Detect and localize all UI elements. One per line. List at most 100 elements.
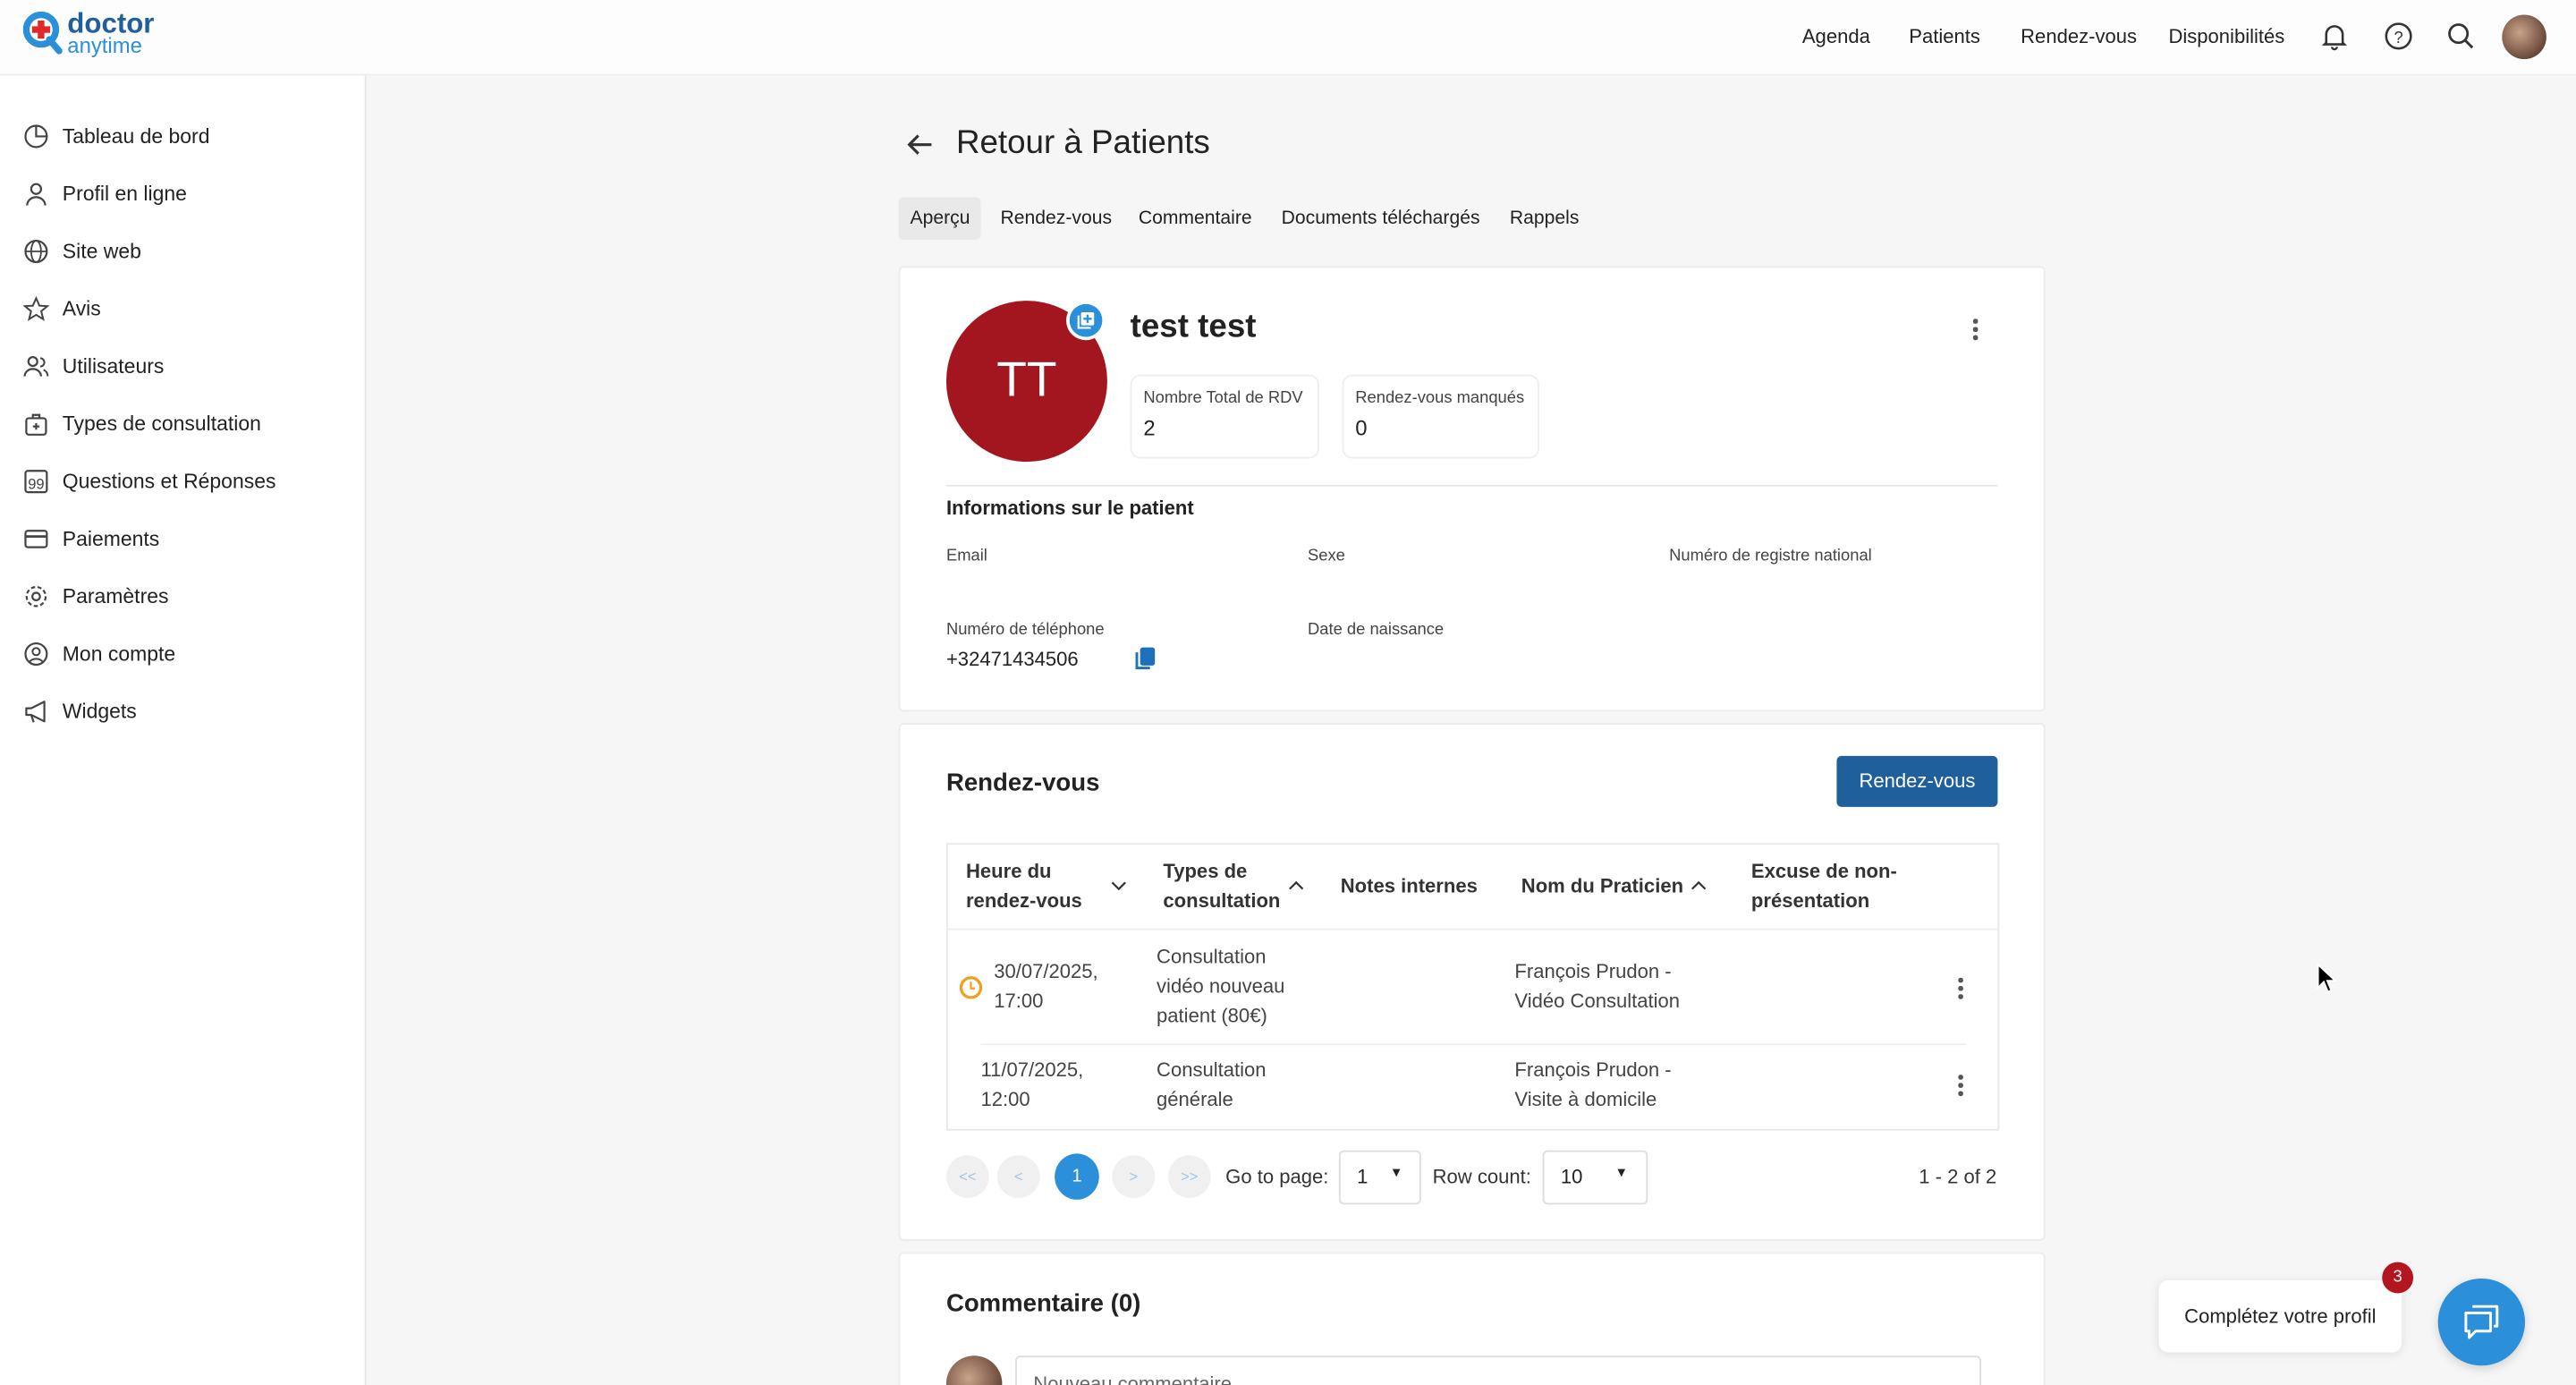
sidebar-item-types-de-consultation[interactable]: Types de consultation	[23, 404, 261, 444]
logo-subtext: anytime	[67, 32, 142, 58]
search-icon[interactable]	[2446, 21, 2476, 51]
stat-missed-rdv: Rendez-vous manqués 0	[1342, 374, 1539, 459]
sidebar-item-mon-compte[interactable]: Mon compte	[23, 634, 175, 674]
sidebar-item-label: Questions et Réponses	[62, 470, 276, 494]
sidebar-item-widgets[interactable]: Widgets	[23, 692, 137, 731]
email-label: Email	[945, 547, 987, 565]
appointment-practitioner: François Prudon - Vidéo Consultation	[1514, 959, 1681, 1013]
sidebar-item-parametres[interactable]: Paramètres	[23, 577, 169, 616]
page-1-button[interactable]: 1	[1055, 1153, 1099, 1200]
sidebar-item-label: Widgets	[62, 700, 137, 724]
col-notes[interactable]: Notes internes	[1340, 874, 1478, 897]
appointment-type: Consultation vidéo nouveau patient (80€)	[1157, 945, 1285, 1027]
appointment-date: 11/07/2025, 12:00	[980, 1058, 1084, 1111]
back-arrow-icon[interactable]	[905, 132, 935, 157]
sort-up-icon[interactable]	[1288, 879, 1304, 893]
caret-down-icon: ▼	[1389, 1165, 1403, 1180]
prev-page-button[interactable]: <	[996, 1155, 1040, 1198]
first-page-button[interactable]: <<	[945, 1155, 989, 1198]
bell-icon[interactable]	[2319, 21, 2349, 51]
sidebar-item-site-web[interactable]: Site web	[23, 232, 141, 271]
sidebar-item-tableau-de-bord[interactable]: Tableau de bord	[23, 116, 210, 156]
next-page-button[interactable]: >	[1112, 1155, 1156, 1198]
tab-apercu[interactable]: Aperçu	[898, 197, 982, 241]
rowcount-select[interactable]: 10 ▼	[1542, 1150, 1648, 1205]
nav-agenda[interactable]: Agenda	[1801, 24, 1870, 48]
dashboard-icon	[24, 124, 48, 149]
user-avatar[interactable]	[2502, 14, 2546, 60]
appointment-date: 30/07/2025, 17:00	[994, 959, 1098, 1013]
last-page-button[interactable]: >>	[1167, 1155, 1211, 1198]
row-menu-button[interactable]	[1958, 1075, 1963, 1100]
commenter-avatar	[945, 1355, 1003, 1385]
col-excuse[interactable]: Excuse de non-présentation	[1750, 859, 1897, 913]
goto-page-select[interactable]: 1 ▼	[1338, 1150, 1421, 1205]
nav-rendez-vous[interactable]: Rendez-vous	[2021, 24, 2138, 48]
nav-patients[interactable]: Patients	[1909, 24, 1980, 48]
svg-text:?: ?	[2394, 28, 2402, 47]
upload-photo-button[interactable]	[1066, 301, 1106, 341]
clock-icon	[959, 976, 983, 999]
pagination-summary: 1 - 2 of 2	[1919, 1165, 1997, 1188]
sidebar-item-paiements[interactable]: Paiements	[23, 519, 160, 558]
complete-profile-button[interactable]: Complétez votre profil	[2158, 1279, 2402, 1353]
appointments-title: Rendez-vous	[945, 769, 1100, 797]
logo-icon	[22, 11, 63, 55]
col-heure[interactable]: Heure du rendez-vous	[965, 859, 1082, 913]
credit-card-icon	[24, 530, 48, 548]
birth-label: Date de naissance	[1308, 621, 1445, 640]
sidebar-item-label: Paiements	[62, 527, 160, 551]
registre-label: Numéro de registre national	[1669, 547, 1872, 565]
phone-value: +32471434506	[945, 647, 1079, 671]
stat-label: Rendez-vous manqués	[1355, 389, 1525, 408]
stat-value: 0	[1355, 415, 1368, 441]
table-row[interactable]: 30/07/2025, 17:00 Consultation vidéo nouve…	[948, 930, 1998, 1046]
sidebar-item-label: Types de consultation	[62, 412, 261, 436]
col-types[interactable]: Types de consultation	[1163, 859, 1281, 913]
tab-documents[interactable]: Documents téléchargés	[1281, 208, 1480, 229]
sidebar-item-label: Utilisateurs	[62, 354, 165, 378]
logo[interactable]: doctor anytime	[22, 10, 154, 66]
sort-down-icon[interactable]	[1111, 879, 1127, 893]
tab-commentaire[interactable]: Commentaire	[1138, 208, 1252, 229]
divider	[945, 484, 1998, 487]
goto-label: Go to page:	[1225, 1165, 1329, 1188]
table-row[interactable]: 11/07/2025, 12:00 Consultation générale Fr…	[948, 1045, 1998, 1129]
row-menu-button[interactable]	[1958, 977, 1963, 1003]
comments-title: Commentaire (0)	[945, 1289, 1141, 1319]
sidebar: Tableau de bord Profil en ligne Site web…	[0, 75, 367, 1385]
add-photo-icon	[1069, 303, 1103, 337]
chat-button[interactable]	[2437, 1278, 2526, 1366]
users-icon	[23, 356, 49, 377]
appointment-type: Consultation générale	[1157, 1058, 1267, 1111]
sidebar-item-utilisateurs[interactable]: Utilisateurs	[23, 347, 165, 387]
patient-card: TT test test Nombre Total de RDV 2 Rendez…	[898, 266, 2046, 712]
tab-rappels[interactable]: Rappels	[1509, 208, 1580, 229]
sidebar-item-avis[interactable]: Avis	[22, 289, 101, 328]
mouse-cursor-icon	[2317, 963, 2338, 993]
patient-name: test test	[1130, 309, 1257, 345]
gear-icon	[25, 585, 47, 608]
sort-up-icon[interactable]	[1690, 879, 1707, 893]
top-bar: doctor anytime Agenda Patients Rendez-vo…	[0, 0, 2576, 76]
rowcount-label: Row count:	[1432, 1165, 1531, 1188]
patient-menu-button[interactable]	[1972, 319, 1979, 344]
logo-text: doctor	[67, 8, 155, 40]
help-icon[interactable]: ?	[2384, 21, 2413, 51]
copy-icon[interactable]	[1133, 646, 1157, 671]
sidebar-item-label: Site web	[62, 240, 141, 263]
col-praticien[interactable]: Nom du Praticien	[1521, 874, 1684, 897]
star-icon	[22, 295, 50, 321]
tab-rendez-vous[interactable]: Rendez-vous	[1000, 208, 1113, 229]
stat-label: Nombre Total de RDV	[1143, 389, 1303, 408]
sidebar-item-profil-en-ligne[interactable]: Profil en ligne	[23, 174, 187, 214]
nav-disponibilites[interactable]: Disponibilités	[2168, 24, 2285, 48]
info-title: Informations sur le patient	[945, 496, 1194, 520]
appointment-practitioner: François Prudon - Visite à domicile	[1514, 1058, 1672, 1111]
new-appointment-button[interactable]: Rendez-vous	[1836, 755, 1998, 807]
appointments-table: Heure du rendez-vous Types de consultation…	[945, 843, 2000, 1131]
sidebar-item-label: Avis	[62, 297, 101, 321]
stat-total-rdv: Nombre Total de RDV 2	[1130, 374, 1319, 459]
sidebar-item-questions-et-reponses[interactable]: 99 Questions et Réponses	[23, 462, 276, 501]
comment-input[interactable]: Nouveau commentaire	[1015, 1355, 1982, 1385]
